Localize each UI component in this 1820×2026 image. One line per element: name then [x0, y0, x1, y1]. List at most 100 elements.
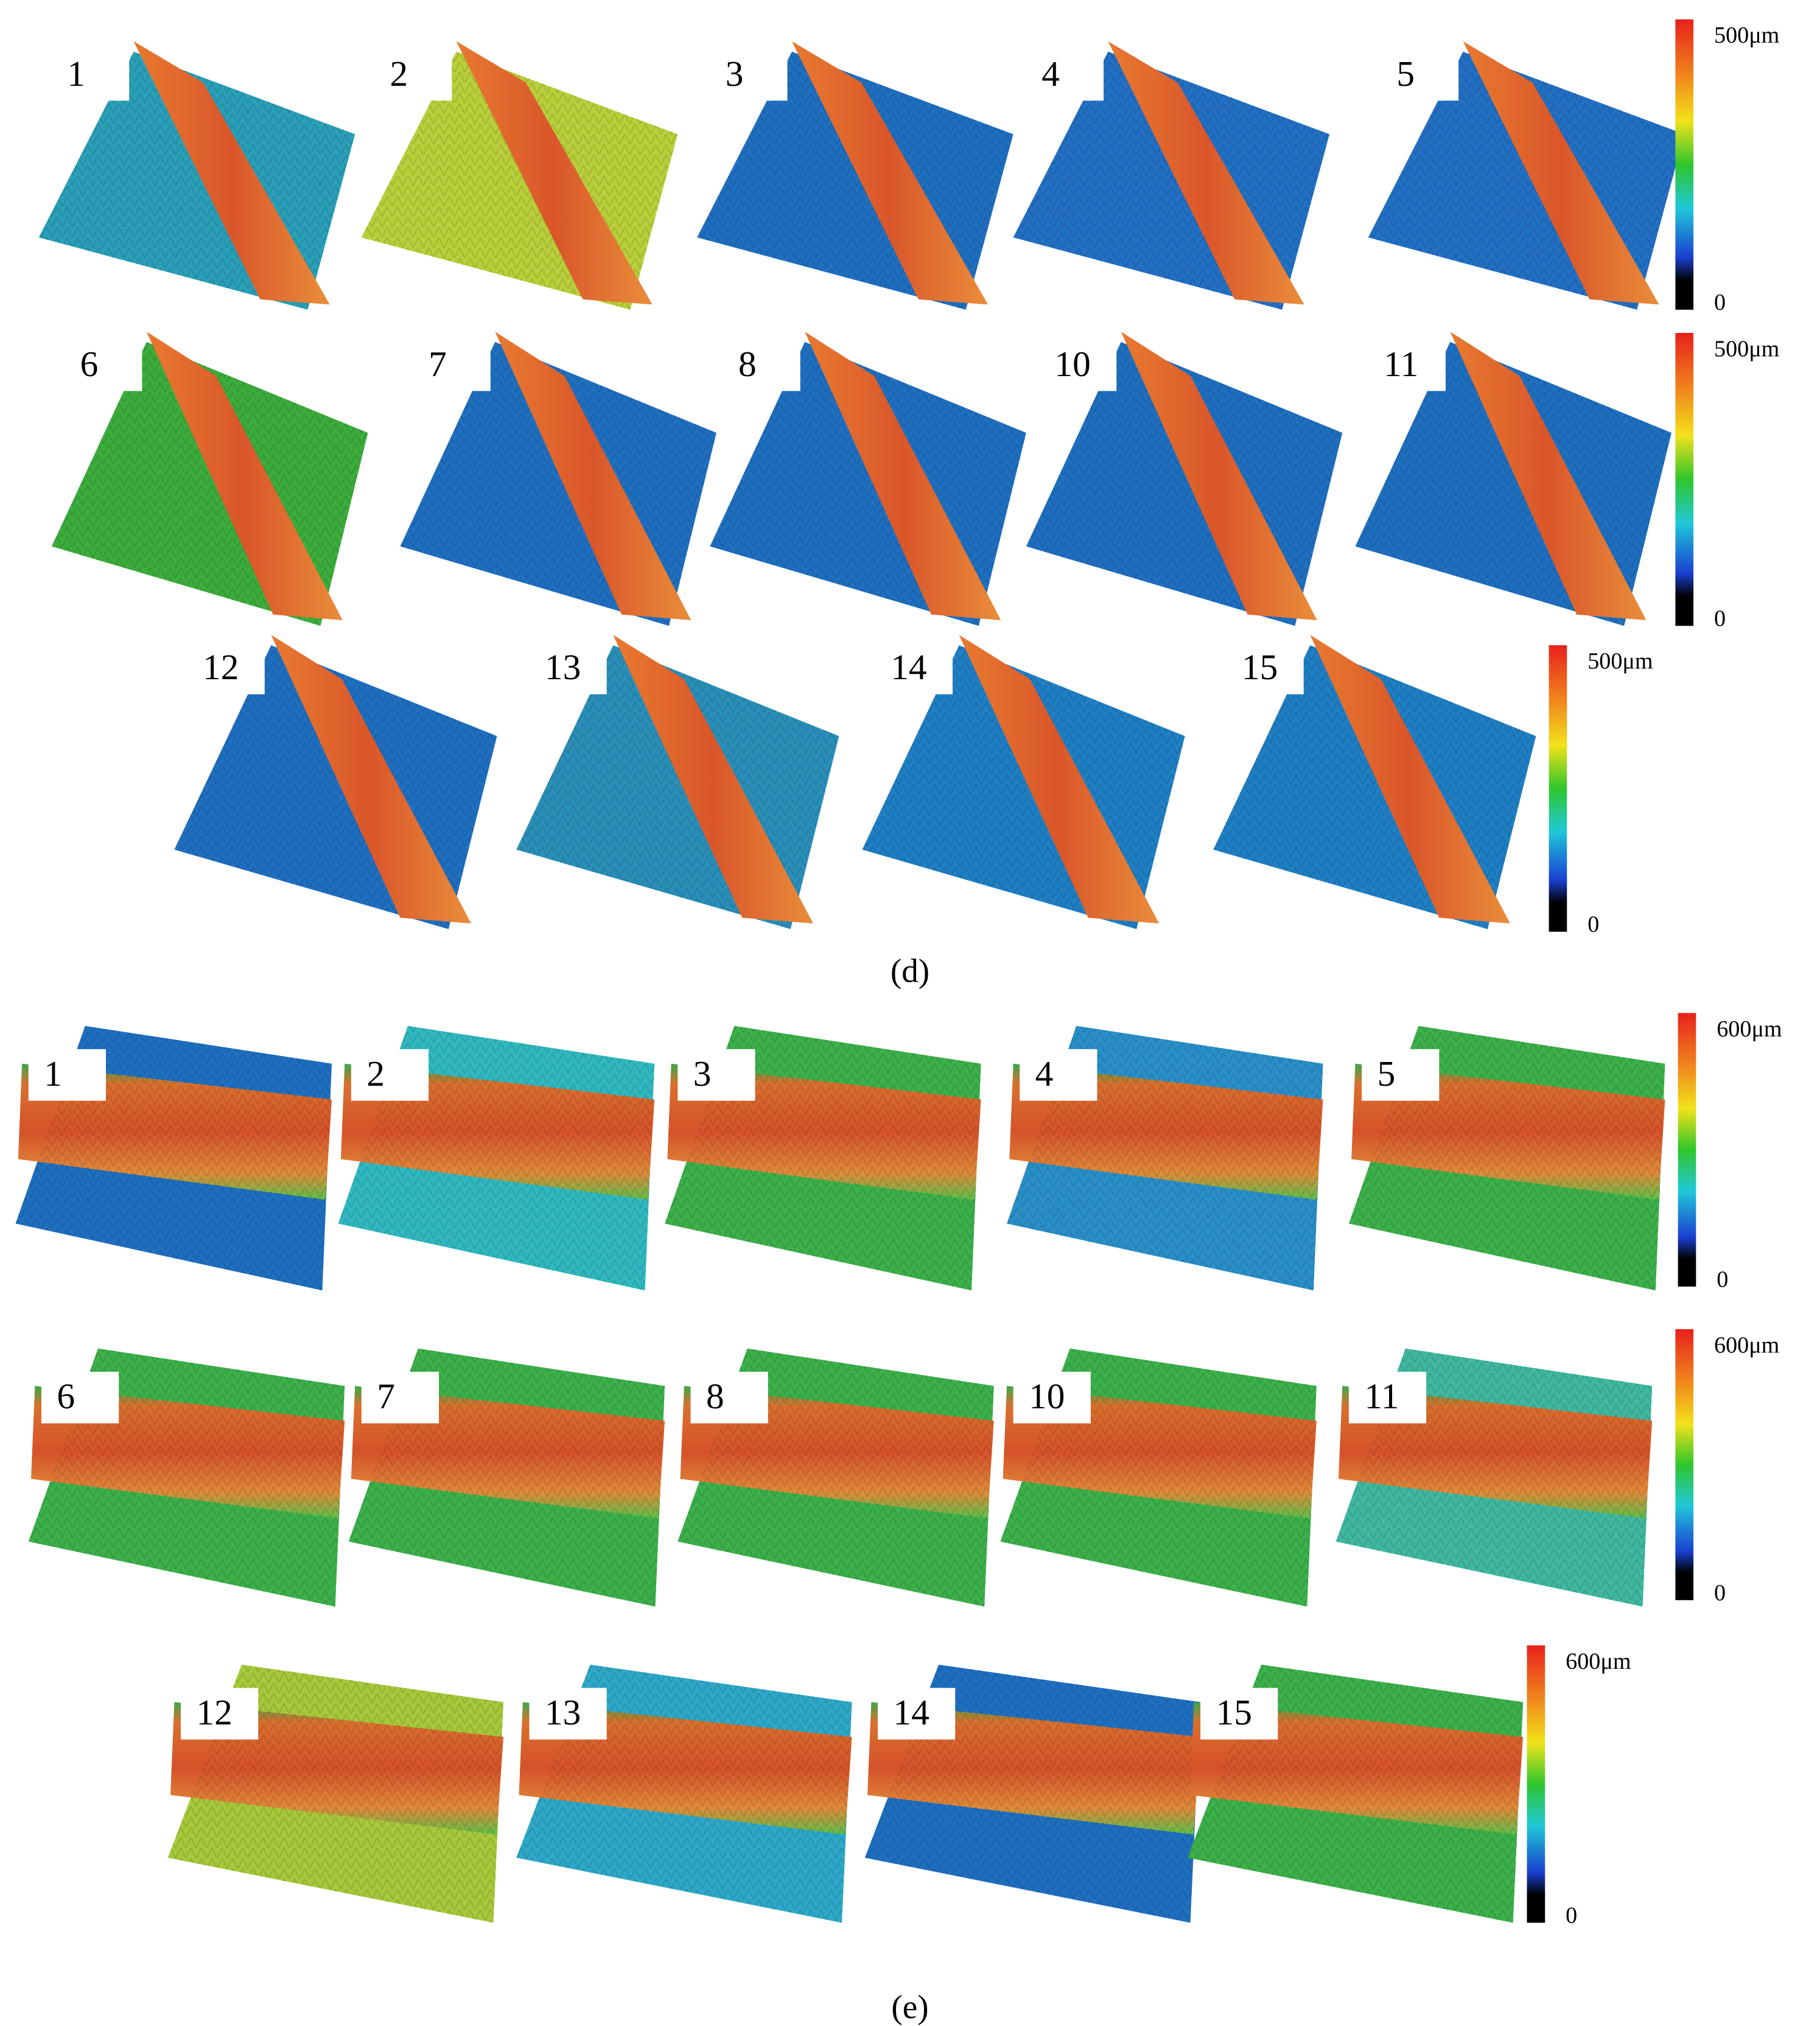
tile-label: 6 [57, 1376, 75, 1416]
surface-tile: 15 [1187, 1664, 1524, 1923]
tile-label: 4 [1041, 54, 1060, 94]
tile-label: 10 [1054, 344, 1090, 384]
ridge [791, 41, 989, 305]
ridge [271, 635, 472, 924]
tile-label: 6 [80, 344, 99, 384]
label-box [1368, 339, 1446, 391]
tile-label: 14 [891, 647, 926, 687]
tile-label: 15 [1242, 647, 1278, 687]
tile-label: 2 [390, 54, 408, 94]
ridge [959, 635, 1160, 924]
label-box [529, 1688, 607, 1740]
tile-label: 8 [738, 344, 757, 384]
label-box [1381, 49, 1459, 101]
label-box [51, 49, 130, 101]
scale-max: 500μm [1714, 23, 1780, 48]
ridge [1310, 635, 1510, 924]
surface-tile: 3 [697, 41, 1013, 310]
label-box [28, 1049, 107, 1101]
surface-tile: 10 [1000, 1348, 1317, 1607]
label-box [1226, 642, 1304, 694]
tile-label: 3 [726, 54, 744, 94]
label-box [1020, 1049, 1097, 1101]
tile-label: 7 [429, 344, 447, 384]
tile-label: 11 [1364, 1376, 1399, 1416]
label-box [710, 49, 788, 101]
surface-tile: 8 [677, 1348, 994, 1607]
ridge [1463, 41, 1659, 305]
surface-tile: 13 [516, 1664, 852, 1923]
label-box [1200, 1688, 1278, 1740]
tile-label: 7 [377, 1376, 395, 1416]
scale-min: 0 [1566, 1903, 1577, 1929]
label-box [1013, 1371, 1091, 1423]
surface-tile: 13 [516, 635, 839, 929]
ridge [456, 41, 653, 305]
surface-tile: 11 [1335, 1348, 1653, 1607]
panel-caption: (e) [891, 1988, 928, 2025]
scale-max: 600μm [1714, 1332, 1780, 1358]
surface-tile: 5 [1348, 1025, 1665, 1291]
label-box [677, 1049, 755, 1101]
scale-max: 600μm [1566, 1649, 1631, 1674]
surface-tile: 15 [1213, 635, 1536, 929]
surface-tile: 6 [28, 1348, 345, 1607]
surface-tile: 12 [167, 1664, 504, 1923]
tile-label: 5 [1377, 1053, 1396, 1094]
surface-tile: 1 [38, 41, 355, 310]
ridge [1121, 331, 1317, 621]
ridge [1108, 41, 1304, 305]
scale-max: 600μm [1717, 1016, 1782, 1042]
tile-label: 13 [545, 647, 581, 687]
surface-tile: 7 [400, 331, 716, 626]
scale-min: 0 [1714, 1581, 1726, 1606]
tile-label: 14 [893, 1692, 929, 1733]
scale-min: 0 [1587, 912, 1599, 937]
label-box [1362, 1049, 1440, 1101]
surface-tile: 7 [348, 1348, 665, 1607]
ridge [613, 635, 813, 924]
tile-label: 2 [366, 1053, 385, 1094]
scale-min: 0 [1714, 606, 1726, 632]
label-box [529, 642, 607, 694]
scale-min: 0 [1717, 1266, 1728, 1292]
label-box [180, 1688, 259, 1740]
ridge [1450, 331, 1647, 621]
tile-label: 1 [67, 54, 85, 94]
label-box [41, 1371, 119, 1423]
surface-tile: 6 [51, 331, 368, 626]
surface-tile: 1 [15, 1025, 332, 1291]
ridge [133, 41, 330, 305]
surface-tile: 5 [1368, 41, 1685, 310]
tile-label: 8 [706, 1376, 724, 1416]
label-box [351, 1049, 429, 1101]
label-box [877, 1688, 956, 1740]
surface-tile: 11 [1355, 331, 1672, 626]
tile-label: 12 [196, 1692, 232, 1733]
label-box [1039, 339, 1117, 391]
ridge [805, 331, 1001, 621]
tile-label: 4 [1035, 1053, 1054, 1094]
label-box [690, 1371, 768, 1423]
scale-max: 500μm [1714, 336, 1780, 362]
surface-tile: 2 [361, 41, 678, 310]
color-bar [1678, 1013, 1696, 1287]
label-box [1026, 49, 1104, 101]
surface-tile: 4 [1007, 1025, 1323, 1291]
tile-label: 1 [44, 1053, 62, 1094]
label-box [361, 1371, 439, 1423]
color-bar [1527, 1645, 1545, 1923]
panel-caption: (d) [891, 952, 929, 990]
surface-tile: 10 [1026, 331, 1343, 626]
tile-label: 15 [1216, 1692, 1252, 1733]
label-box [65, 339, 142, 391]
label-box [187, 642, 265, 694]
surface-tile: 8 [710, 331, 1026, 626]
ridge [495, 331, 691, 621]
tile-label: 10 [1029, 1376, 1065, 1416]
tile-label: 12 [203, 647, 239, 687]
ridge [146, 331, 343, 621]
surface-tile: 14 [864, 1664, 1201, 1923]
